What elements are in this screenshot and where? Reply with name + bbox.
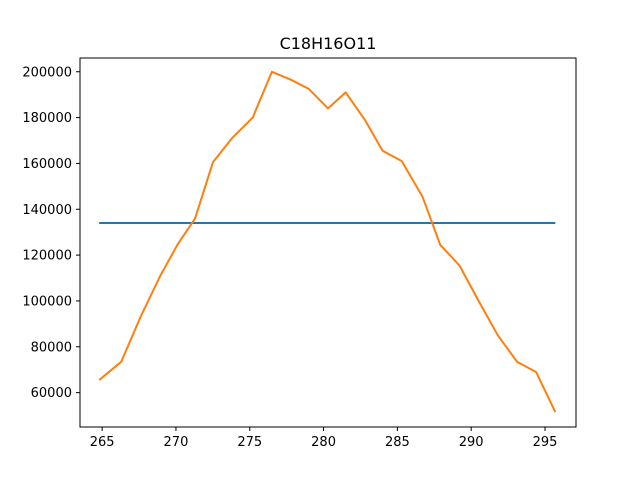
y-tick-label: 120000: [22, 249, 72, 264]
series-layer: [98, 70, 557, 413]
series-line-2: [98, 70, 557, 413]
x-tick-label: 265: [90, 435, 115, 450]
x-tick-label: 285: [385, 435, 410, 450]
y-tick-label: 200000: [22, 65, 72, 80]
plot-area-frame: [79, 57, 577, 428]
x-tick-label: 280: [311, 435, 336, 450]
y-tick-label: 100000: [22, 294, 72, 309]
tick-layer: 265 270 275 280 285 290 295 60000 80000 100000 120…: [22, 65, 557, 450]
y-tick-label: 180000: [22, 111, 72, 126]
x-tick-label: 270: [164, 435, 189, 450]
chart-title: C18H16O11: [280, 34, 377, 53]
x-tick-label: 290: [459, 435, 484, 450]
y-tick-label: 160000: [22, 157, 72, 172]
y-tick-label: 60000: [31, 386, 72, 401]
y-tick-label: 140000: [22, 203, 72, 218]
y-tick-label: 80000: [31, 340, 72, 355]
x-tick-label: 295: [533, 435, 558, 450]
x-tick-label: 275: [237, 435, 262, 450]
